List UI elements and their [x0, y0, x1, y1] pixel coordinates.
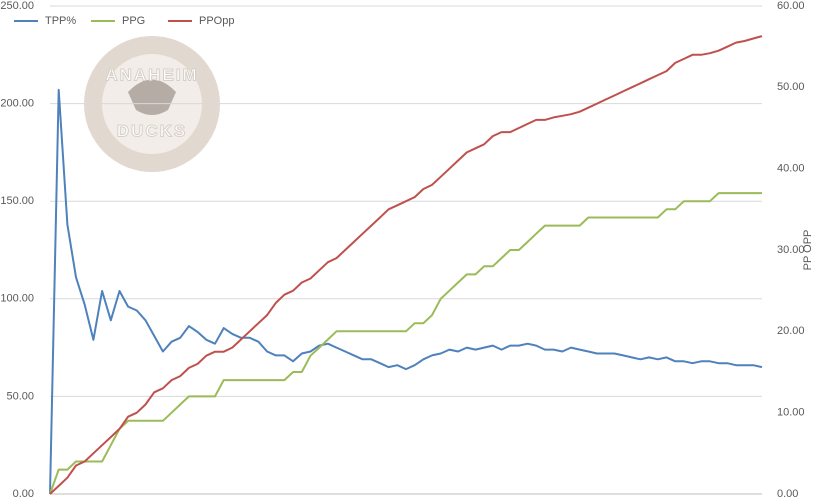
y-tick-label: 150.00 [0, 195, 34, 207]
y2-tick-label: 0.00 [777, 488, 798, 500]
y2-tick-label: 60.00 [777, 0, 805, 12]
legend-label: TPP% [45, 15, 76, 27]
grid [50, 5, 762, 495]
team-logo: ANAHEIM DUCKS [84, 36, 220, 172]
y-tick-label: 0.00 [13, 488, 34, 500]
y2-tick-label: 10.00 [777, 407, 805, 419]
y2-tick-label: 40.00 [777, 163, 805, 175]
legend-label: PPOpp [199, 15, 234, 27]
legend-label: PPG [122, 15, 145, 27]
y-tick-label: 100.00 [0, 293, 34, 305]
logo-duck [128, 79, 176, 115]
y2-tick-label: 20.00 [777, 325, 805, 337]
series-line [49, 35, 763, 495]
logo-top-text: ANAHEIM [105, 65, 198, 84]
y2-tick-label: 50.00 [777, 81, 805, 93]
series-line [49, 192, 762, 495]
series-line [49, 88, 763, 495]
y-tick-label: 200.00 [0, 98, 34, 110]
logo-bottom-text: DUCKS [117, 121, 187, 140]
y2-tick-label: 30.00 [777, 244, 805, 256]
y2-axis-label: PP OPP [802, 230, 814, 271]
y-tick-label: 250.00 [0, 0, 34, 12]
y-tick-label: 50.00 [6, 390, 34, 402]
